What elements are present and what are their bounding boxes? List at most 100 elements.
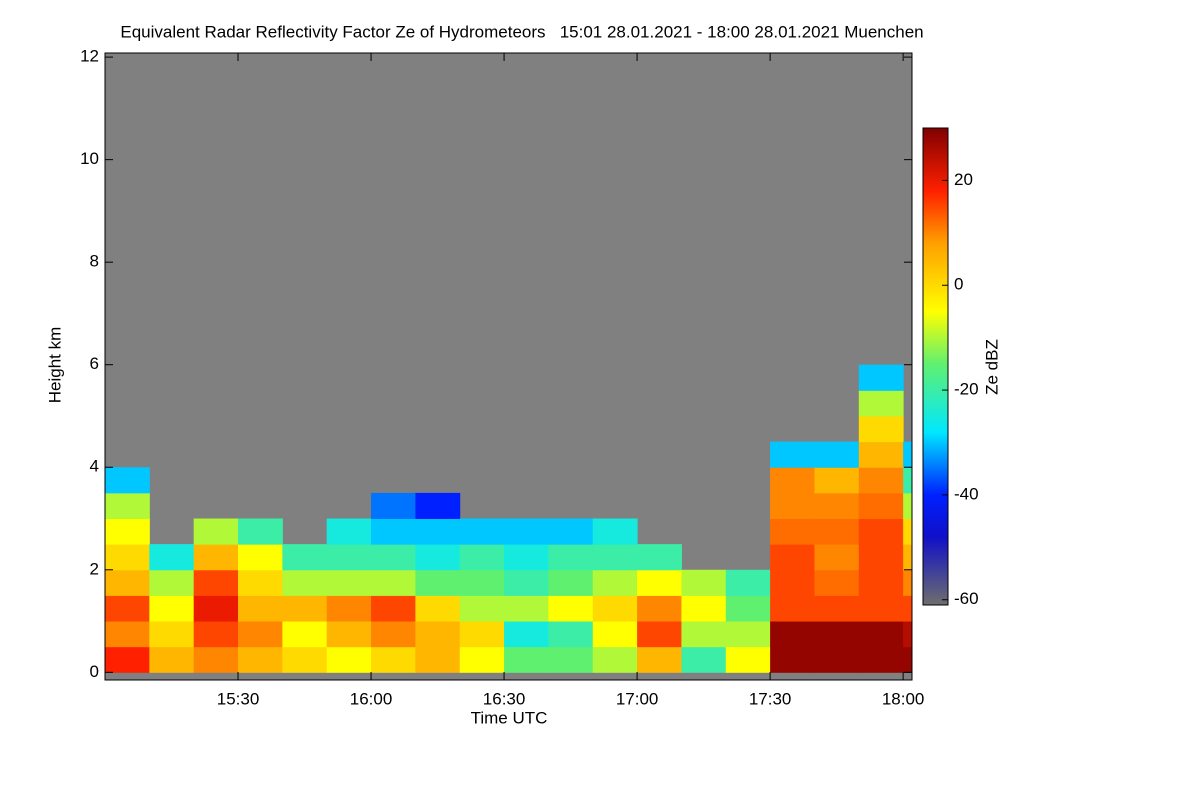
heatmap-cell	[415, 518, 461, 545]
heatmap-cell	[858, 492, 904, 520]
heatmap-cell	[770, 595, 815, 622]
heatmap-cell	[326, 544, 372, 571]
heatmap-cell	[548, 544, 594, 571]
heatmap-cell	[548, 518, 594, 545]
x-tick-label: 17:30	[749, 689, 792, 708]
heatmap-cell	[858, 646, 904, 673]
colorbar-label: Ze dBZ	[982, 339, 1001, 395]
heatmap-cell	[459, 518, 505, 545]
heatmap-cell	[193, 595, 239, 622]
y-tick-label: 12	[80, 47, 99, 66]
heatmap-cell	[858, 390, 904, 417]
heatmap-cell	[858, 569, 904, 596]
heatmap-cell	[903, 569, 913, 596]
colorbar-tick-label: -60	[954, 589, 979, 608]
heatmap-cell	[903, 621, 913, 648]
heatmap-cell	[105, 621, 150, 648]
heatmap-cell	[105, 492, 150, 520]
heatmap-cell	[681, 595, 727, 622]
heatmap-cell	[415, 595, 461, 622]
colorbar	[922, 127, 949, 606]
heatmap-cell	[770, 441, 815, 468]
heatmap-cell	[725, 646, 771, 673]
heatmap-cell	[326, 621, 372, 648]
heatmap-cell	[637, 544, 682, 571]
y-tick-label: 0	[90, 662, 99, 681]
y-axis-label: Height km	[45, 327, 64, 404]
heatmap-cell	[371, 492, 416, 520]
heatmap-cell	[371, 544, 416, 571]
heatmap-cell	[903, 646, 913, 673]
heatmap-cell	[105, 467, 150, 494]
heatmap-cell	[858, 621, 904, 648]
heatmap-cell	[637, 646, 682, 673]
heatmap-cell	[592, 646, 638, 673]
heatmap-cell	[858, 364, 904, 391]
heatmap-cell	[326, 569, 372, 596]
heatmap-cell	[415, 569, 461, 596]
colorbar-tick-label: 0	[954, 275, 963, 294]
heatmap-cell	[681, 569, 727, 596]
heatmap-cell	[282, 621, 328, 648]
heatmap-cell	[814, 544, 860, 571]
heatmap-cell	[371, 646, 416, 673]
heatmap-cell	[105, 569, 150, 596]
heatmap-cell	[681, 621, 727, 648]
heatmap-cell	[371, 518, 416, 545]
y-tick-label: 2	[90, 559, 99, 578]
x-tick-label: 16:30	[483, 689, 526, 708]
heatmap-cell	[637, 621, 682, 648]
heatmap-cell	[238, 595, 283, 622]
heatmap-cell	[238, 621, 283, 648]
heatmap-cell	[548, 595, 594, 622]
heatmap-cell	[459, 595, 505, 622]
heatmap-cell	[415, 544, 461, 571]
heatmap-cell	[637, 569, 682, 596]
heatmap-cell	[903, 492, 913, 520]
heatmap-cell	[592, 544, 638, 571]
heatmap-cell	[149, 569, 195, 596]
chart-title: Equivalent Radar Reflectivity Factor Ze …	[120, 22, 923, 41]
heatmap-cell	[770, 492, 815, 520]
heatmap-cell	[770, 569, 815, 596]
heatmap-cell	[592, 518, 638, 545]
x-tick-label: 15:30	[217, 689, 260, 708]
heatmap-cell	[149, 646, 195, 673]
colorbar-tick-label: -20	[954, 380, 979, 399]
heatmap-cell	[459, 646, 505, 673]
heatmap-cell	[548, 621, 594, 648]
heatmap-cell	[371, 595, 416, 622]
heatmap-cell	[238, 544, 283, 571]
heatmap-cell	[725, 569, 771, 596]
heatmap-cell	[193, 518, 239, 545]
heatmap-cell	[282, 569, 328, 596]
heatmap-cell	[282, 544, 328, 571]
heatmap-cell	[193, 621, 239, 648]
heatmap-cell	[238, 518, 283, 545]
heatmap-cell	[858, 415, 904, 443]
heatmap-cell	[903, 467, 913, 494]
x-tick-label: 18:00	[882, 689, 925, 708]
heatmap-cell	[592, 621, 638, 648]
heatmap-cell	[858, 441, 904, 468]
heatmap-cell	[459, 621, 505, 648]
heatmap-cell	[459, 544, 505, 571]
heatmap-cell	[105, 544, 150, 571]
heatmap-cell	[193, 569, 239, 596]
y-tick-label: 6	[90, 354, 99, 373]
colorbar-tick-label: 20	[954, 170, 973, 189]
y-tick-label: 8	[90, 252, 99, 271]
y-tick-label: 10	[80, 149, 99, 168]
heatmap-cell	[814, 621, 860, 648]
heatmap-cell	[770, 518, 815, 545]
heatmap-cell	[814, 646, 860, 673]
heatmap-cell	[459, 569, 505, 596]
heatmap-cell	[592, 595, 638, 622]
heatmap-cell	[415, 646, 461, 673]
heatmap-cell	[858, 595, 904, 622]
heatmap-cell	[504, 621, 549, 648]
heatmap-cell	[105, 595, 150, 622]
heatmap-cell	[725, 595, 771, 622]
